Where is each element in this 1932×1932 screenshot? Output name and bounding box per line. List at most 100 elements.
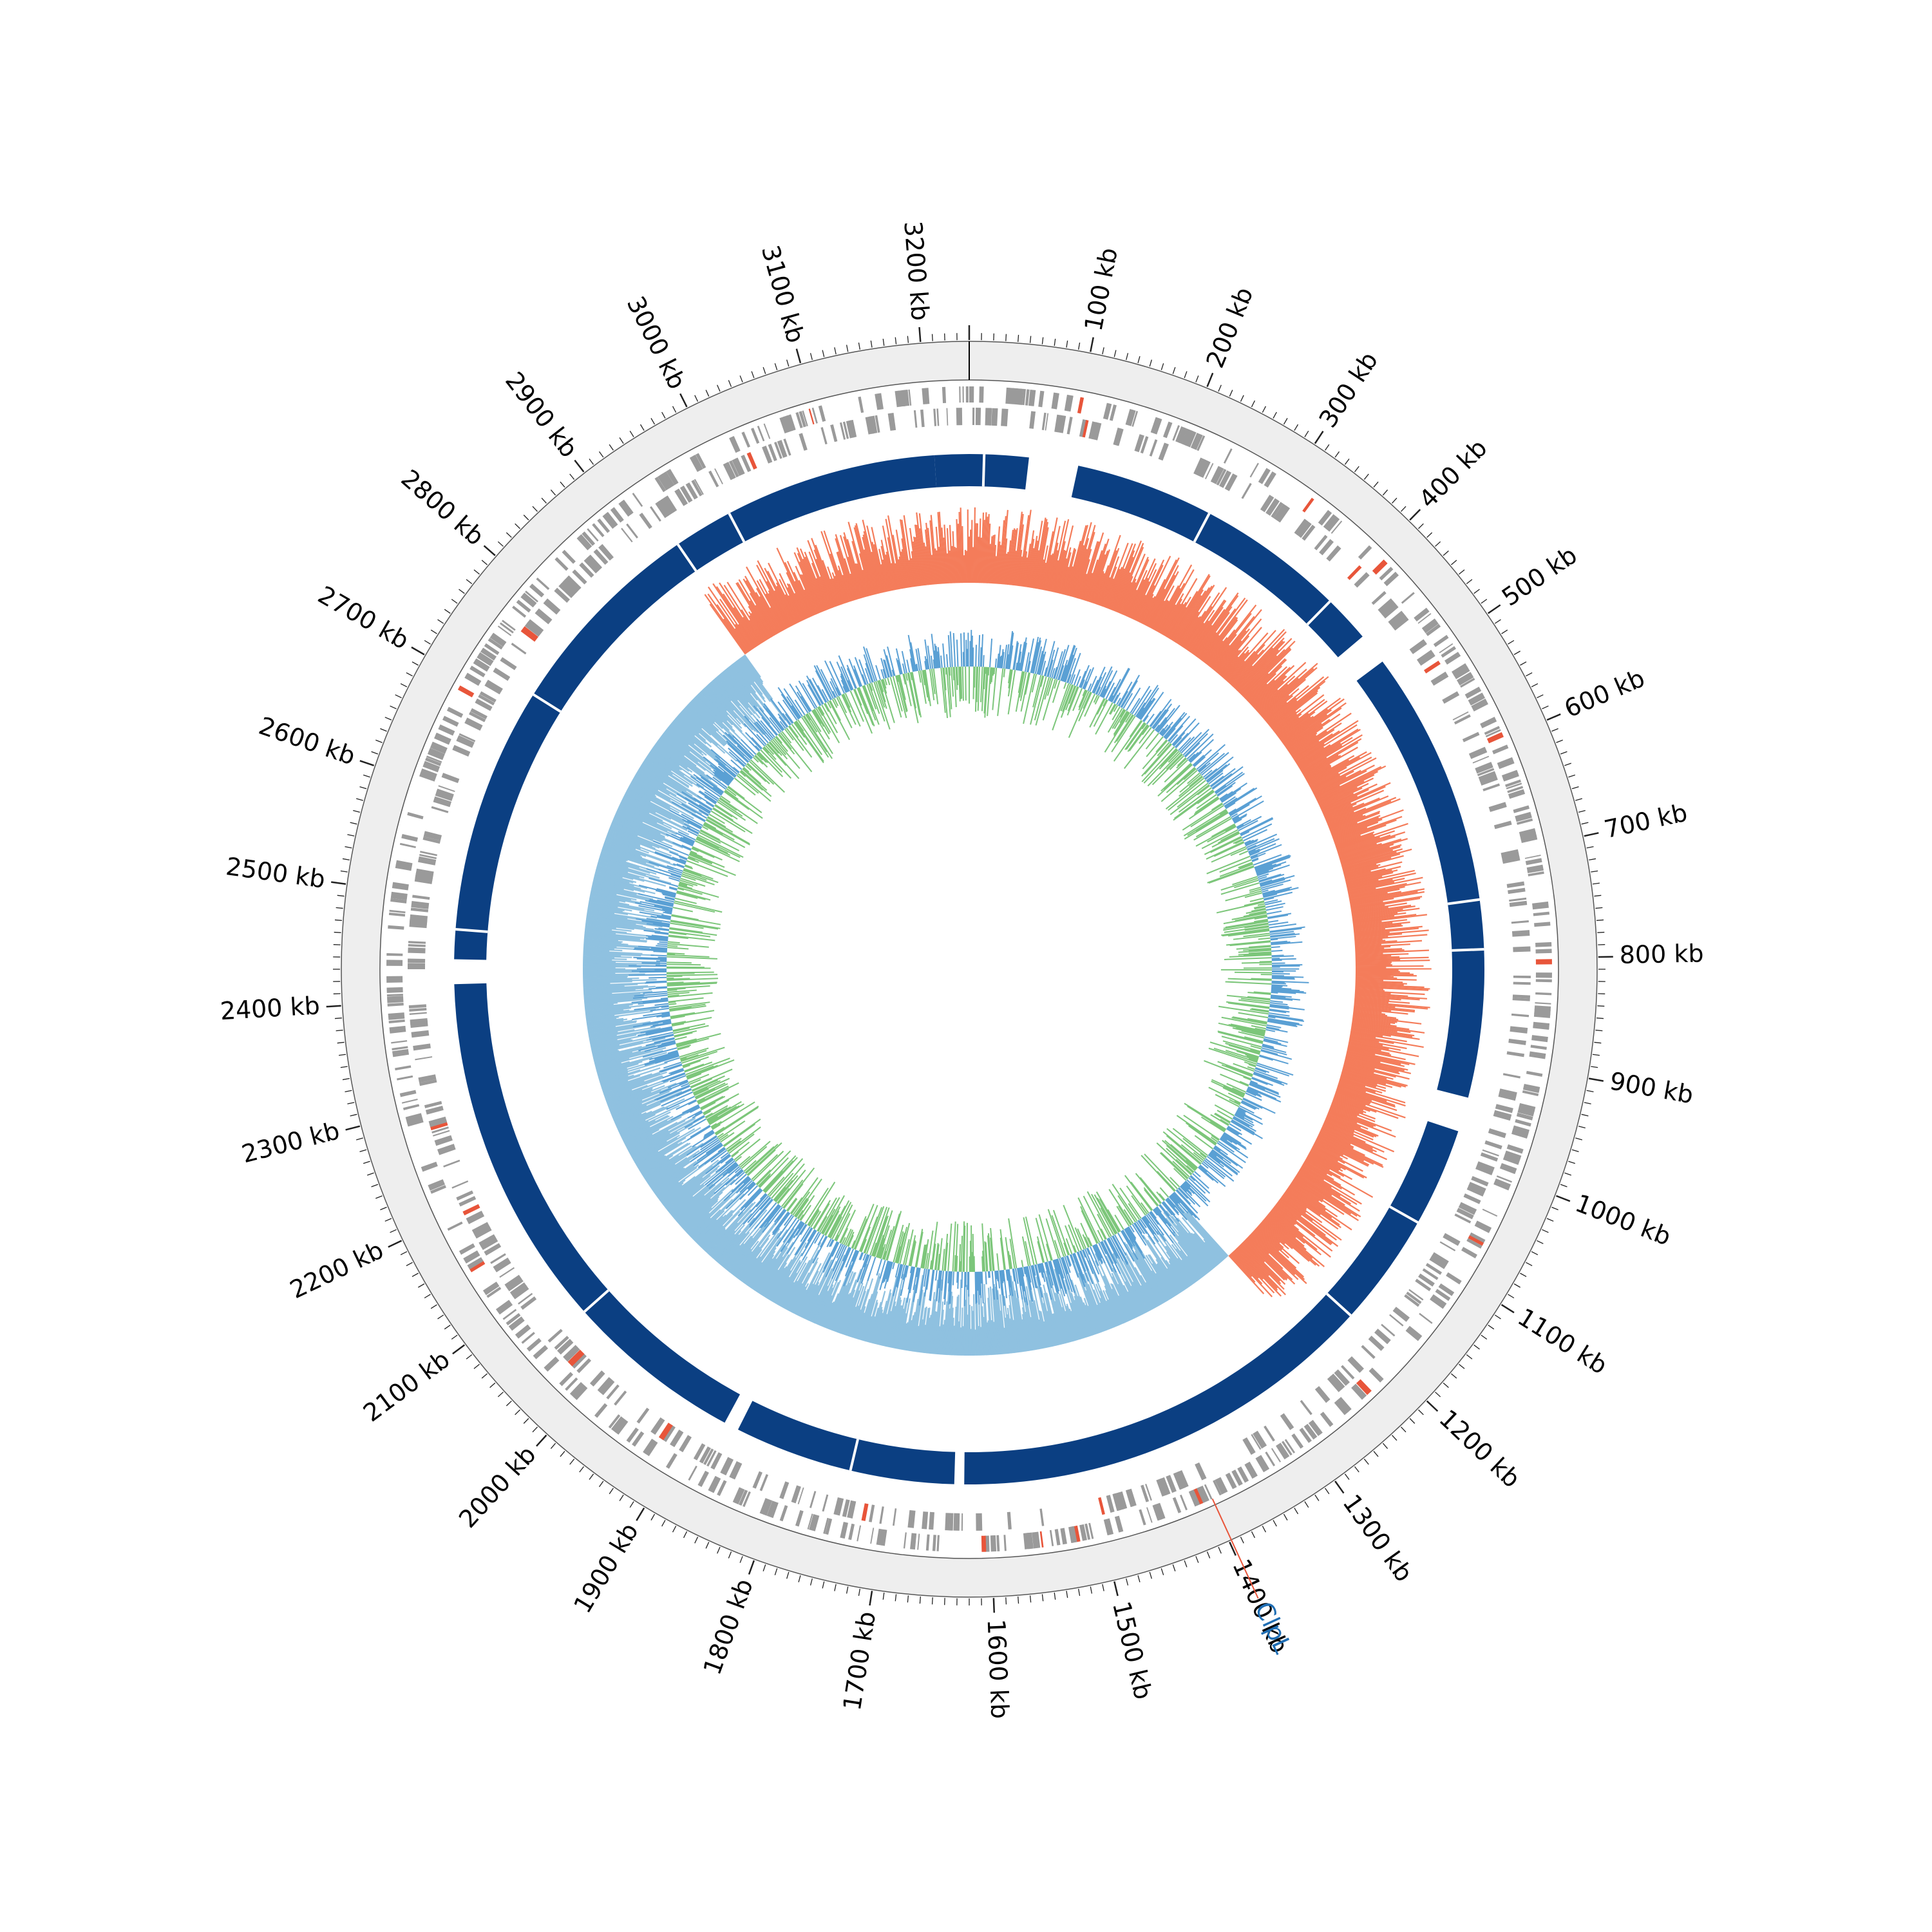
gc-content-bar	[1355, 953, 1409, 957]
gc-skew-bar	[1155, 717, 1167, 732]
gc-content-bar	[795, 1271, 819, 1316]
cds-feature	[504, 1274, 522, 1289]
cds-feature	[1480, 717, 1497, 728]
gc-content-bar	[828, 1285, 848, 1330]
gc-content-bar	[591, 1038, 631, 1048]
gc-skew-bar	[667, 945, 678, 947]
gc-skew-bar	[1221, 1064, 1253, 1077]
gc-content-bar	[749, 1251, 776, 1288]
gc-content-bar	[703, 1211, 741, 1251]
gc-skew-bar	[739, 1183, 757, 1200]
minor-tick	[1240, 395, 1244, 402]
cds-feature	[1249, 462, 1259, 478]
gc-content-bar	[583, 956, 615, 959]
gc-content-bar	[849, 1291, 867, 1338]
gc-skew-bar	[947, 1223, 952, 1271]
gc-content-bar	[1280, 1197, 1313, 1222]
gc-content-bar	[808, 551, 832, 609]
gc-skew-bar	[860, 1238, 867, 1253]
gc-content-bar	[1354, 940, 1386, 943]
gc-content-bar	[1155, 587, 1181, 632]
gc-content-bar	[597, 1061, 643, 1075]
rna-feature	[1193, 1488, 1204, 1505]
gc-content-bar	[887, 1274, 904, 1347]
gc-skew-bar	[633, 948, 667, 952]
minor-tick	[1273, 1520, 1277, 1527]
gc-skew-bar	[923, 1239, 929, 1269]
gc-content-bar	[587, 913, 658, 925]
gc-content-bar	[667, 727, 689, 746]
gc-content-bar	[853, 1278, 874, 1339]
cds-feature	[1296, 520, 1312, 538]
gc-content-bar	[960, 507, 963, 583]
gc-content-bar	[595, 1057, 630, 1068]
gc-skew-bar	[670, 920, 719, 930]
gc-content-bar	[1189, 600, 1227, 653]
gc-skew-bar	[751, 737, 762, 750]
gc-content-bar	[983, 512, 987, 583]
gc-skew-bar	[1188, 752, 1199, 762]
minor-tick	[1041, 1594, 1044, 1602]
gc-content-bar	[993, 1291, 999, 1355]
gc-content-bar	[687, 1212, 710, 1235]
gc-content-bar	[704, 594, 748, 654]
gc-content-bar	[1351, 905, 1416, 916]
gc-content-bar	[839, 535, 860, 600]
gc-skew-bar	[921, 1244, 927, 1269]
gc-skew-bar	[1079, 670, 1086, 688]
gc-content-bar	[584, 929, 616, 934]
gc-skew-bar	[737, 745, 752, 760]
gc-content-bar	[1331, 1102, 1376, 1120]
contig-boundary	[533, 693, 562, 713]
gc-content-bar	[663, 731, 690, 753]
gc-content-bar	[794, 580, 812, 618]
gc-content-bar	[1318, 786, 1358, 806]
gc-content-bar	[586, 918, 643, 927]
gc-skew-bar	[1207, 865, 1255, 884]
gc-skew-bar	[1211, 802, 1223, 811]
gc-content-bar	[601, 849, 655, 868]
gc-skew-bar	[1227, 1126, 1240, 1135]
gc-skew-bar	[798, 680, 816, 709]
gc-content-bar	[708, 683, 735, 711]
gc-skew-bar	[1084, 1248, 1099, 1282]
gc-skew-bar	[1256, 864, 1290, 876]
gc-skew-bar	[1084, 1236, 1090, 1247]
gc-content-bar	[1066, 1303, 1079, 1341]
gc-content-bar	[638, 768, 694, 803]
gc-content-bar	[1202, 617, 1238, 663]
gc-content-bar	[785, 1258, 814, 1310]
minor-tick	[1029, 336, 1032, 343]
gc-content-bar	[633, 777, 697, 814]
gc-skew-bar	[1180, 1144, 1203, 1163]
minor-tick	[1591, 1066, 1598, 1068]
gc-content-bar	[1070, 522, 1092, 597]
gc-content-bar	[1351, 1024, 1397, 1033]
gc-skew-bar	[710, 1122, 717, 1128]
gc-skew-bar	[1080, 1222, 1092, 1247]
gc-skew-bar	[1233, 813, 1247, 822]
gc-skew-bar	[703, 822, 735, 841]
gc-skew-bar	[728, 747, 747, 766]
cds-feature	[720, 1457, 734, 1475]
gc-content-bar	[1148, 1254, 1175, 1297]
gc-content-bar	[1191, 625, 1213, 654]
minor-tick	[1304, 1501, 1309, 1508]
cds-feature	[626, 523, 639, 539]
gc-content-bar	[1258, 1225, 1284, 1249]
cds-feature	[762, 1499, 773, 1516]
gc-skew-bar	[682, 1056, 709, 1067]
gc-content-bar	[992, 545, 997, 584]
gc-skew-bar	[1192, 1173, 1209, 1189]
gc-content-bar	[759, 1242, 794, 1294]
gc-content-bar	[869, 1302, 882, 1343]
gc-content-bar	[1106, 1300, 1118, 1327]
minor-tick	[619, 437, 624, 444]
gc-skew-bar	[681, 1083, 690, 1088]
gc-skew-bar	[704, 1148, 726, 1165]
gc-skew-bar	[1184, 733, 1208, 757]
cds-feature	[428, 1179, 446, 1191]
gc-content-bar	[1084, 1260, 1112, 1329]
gc-skew-bar	[1144, 1153, 1179, 1189]
gc-skew-bar	[730, 1141, 750, 1157]
